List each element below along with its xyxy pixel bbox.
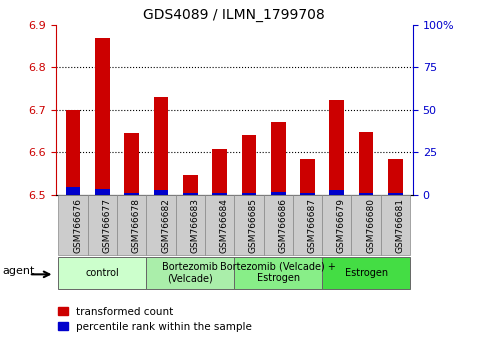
Title: GDS4089 / ILMN_1799708: GDS4089 / ILMN_1799708: [143, 8, 325, 22]
Bar: [329, 190, 344, 195]
FancyBboxPatch shape: [146, 195, 176, 255]
FancyBboxPatch shape: [381, 195, 410, 255]
Bar: [183, 175, 198, 195]
FancyBboxPatch shape: [234, 257, 322, 289]
Bar: [271, 192, 285, 195]
Text: Bortezomib
(Velcade): Bortezomib (Velcade): [162, 262, 218, 284]
Text: Estrogen: Estrogen: [344, 268, 388, 278]
Bar: [242, 193, 256, 195]
Text: GSM766678: GSM766678: [132, 198, 141, 253]
Bar: [95, 38, 110, 195]
FancyBboxPatch shape: [58, 257, 146, 289]
Bar: [388, 159, 403, 195]
FancyBboxPatch shape: [58, 195, 88, 255]
Bar: [213, 193, 227, 195]
FancyBboxPatch shape: [205, 195, 234, 255]
Text: GSM766683: GSM766683: [190, 198, 199, 253]
Bar: [300, 159, 315, 195]
Bar: [183, 193, 198, 195]
Legend: transformed count, percentile rank within the sample: transformed count, percentile rank withi…: [54, 303, 256, 336]
Bar: [66, 110, 81, 195]
Text: GSM766684: GSM766684: [220, 198, 228, 253]
Bar: [271, 122, 285, 195]
Bar: [154, 97, 169, 195]
Text: GSM766676: GSM766676: [73, 198, 82, 253]
Bar: [359, 132, 373, 195]
FancyBboxPatch shape: [293, 195, 322, 255]
Bar: [359, 193, 373, 195]
Text: Bortezomib (Velcade) +
Estrogen: Bortezomib (Velcade) + Estrogen: [220, 262, 336, 284]
Text: GSM766677: GSM766677: [102, 198, 112, 253]
Bar: [95, 189, 110, 195]
Text: GSM766687: GSM766687: [308, 198, 316, 253]
Text: agent: agent: [3, 266, 35, 276]
Text: GSM766680: GSM766680: [366, 198, 375, 253]
FancyBboxPatch shape: [176, 195, 205, 255]
Bar: [388, 193, 403, 195]
Bar: [329, 99, 344, 195]
FancyBboxPatch shape: [117, 195, 146, 255]
Bar: [125, 133, 139, 195]
Text: GSM766686: GSM766686: [278, 198, 287, 253]
Bar: [242, 135, 256, 195]
FancyBboxPatch shape: [352, 195, 381, 255]
Text: GSM766681: GSM766681: [396, 198, 404, 253]
Text: GSM766685: GSM766685: [249, 198, 258, 253]
Text: control: control: [85, 268, 119, 278]
Text: GSM766682: GSM766682: [161, 198, 170, 253]
FancyBboxPatch shape: [146, 257, 234, 289]
FancyBboxPatch shape: [322, 195, 352, 255]
FancyBboxPatch shape: [322, 257, 410, 289]
Bar: [213, 149, 227, 195]
Bar: [300, 193, 315, 195]
FancyBboxPatch shape: [88, 195, 117, 255]
Text: GSM766679: GSM766679: [337, 198, 346, 253]
Bar: [154, 190, 169, 195]
FancyBboxPatch shape: [234, 195, 264, 255]
Bar: [66, 187, 81, 195]
Bar: [125, 193, 139, 195]
FancyBboxPatch shape: [264, 195, 293, 255]
